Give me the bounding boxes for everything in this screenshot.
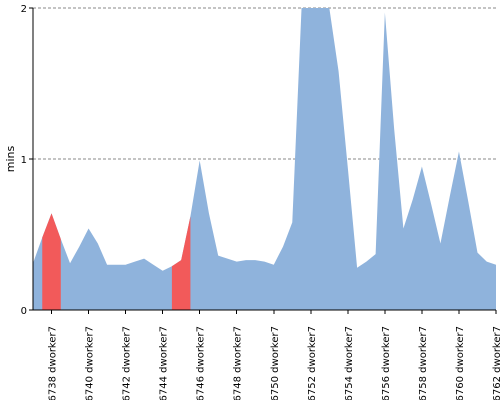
y-tick-label-1: 1: [21, 155, 27, 166]
x-tick-label-8: #6754 dworker7: [344, 326, 355, 400]
x-tick-label-2: #6742 dworker7: [122, 326, 133, 400]
x-tick-label-6: #6750 dworker7: [270, 326, 281, 400]
x-tick-label-12: #6762 dworker7: [492, 326, 500, 400]
x-tick-label-9: #6756 dworker7: [381, 326, 392, 400]
x-tick-label-7: #6752 dworker7: [307, 326, 318, 400]
y-tick-labels: 0 1 2: [21, 4, 33, 317]
x-tick-label-11: #6760 dworker7: [455, 326, 466, 400]
area-series: [33, 8, 496, 310]
x-tick-labels: #6738 dworker7 #6740 dworker7 #6742 dworke…: [48, 310, 500, 400]
y-axis-title: mins: [4, 145, 17, 172]
x-tick-label-0: #6738 dworker7: [48, 326, 59, 400]
y-tick-label-0: 0: [21, 306, 27, 317]
x-tick-label-1: #6740 dworker7: [85, 326, 96, 400]
area-fill: [33, 8, 496, 310]
x-tick-label-5: #6748 dworker7: [233, 326, 244, 400]
x-tick-label-3: #6744 dworker7: [159, 326, 170, 400]
highlight-area-0: [42, 213, 61, 310]
highlight-areas: [42, 213, 191, 310]
x-tick-label-4: #6746 dworker7: [196, 326, 207, 400]
highlight-area-1: [171, 216, 191, 310]
x-tick-label-10: #6758 dworker7: [418, 326, 429, 400]
y-tick-label-2: 2: [21, 4, 27, 15]
grid-lines: [33, 7, 496, 160]
